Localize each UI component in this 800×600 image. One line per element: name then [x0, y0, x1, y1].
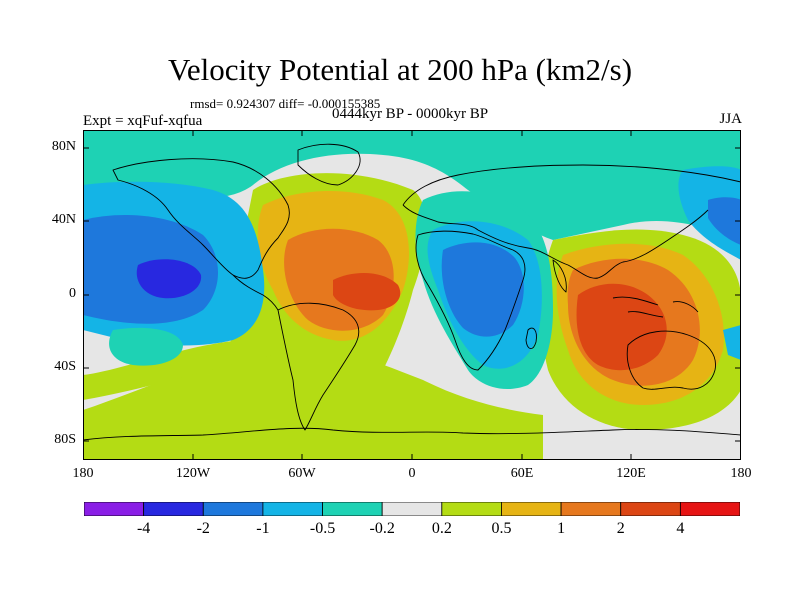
field-neg-core-pacific	[136, 259, 202, 299]
colorbar-swatch	[84, 502, 145, 516]
lat-label: 40S	[54, 359, 76, 374]
lat-label: 80N	[51, 139, 76, 154]
lon-label: 180	[72, 466, 94, 481]
colorbar-label: 0.5	[491, 520, 512, 537]
field-pos-core-atlantic	[333, 273, 401, 311]
chart-title: Velocity Potential at 200 hPa (km2/s)	[167, 52, 633, 87]
colorbar	[84, 502, 740, 516]
coast-australia	[626, 330, 716, 390]
axis-ticks	[83, 130, 741, 460]
lon-label: 120W	[175, 466, 211, 481]
colorbar-label: 0.2	[431, 520, 452, 537]
colorbar-label: -1	[256, 520, 270, 537]
continent-outlines	[83, 143, 741, 441]
field-neg-dark-africa	[441, 242, 524, 337]
lon-label: 60E	[510, 466, 534, 481]
colorbar-swatch	[202, 502, 264, 516]
coast-north-america	[112, 158, 290, 279]
lat-label: 80S	[54, 432, 76, 447]
colorbar-label: -4	[136, 520, 151, 537]
coast-india	[552, 259, 567, 293]
lon-label: 120E	[616, 466, 646, 481]
coast-africa	[415, 230, 526, 371]
colorbar-swatch	[143, 502, 204, 516]
colorbar-label: 4	[676, 520, 685, 537]
field-pos-light-pacific	[83, 340, 273, 400]
coast-central-america	[232, 274, 279, 311]
lon-label: 60W	[288, 466, 316, 481]
experiment-label: Expt = xqFuf-xqfua	[83, 113, 203, 129]
coast-europe-asia	[402, 164, 741, 279]
colorbar-swatch	[620, 502, 681, 516]
field-pos-core-indopacific	[576, 283, 667, 371]
colorbar-swatch	[381, 502, 443, 516]
lon-label: 180	[730, 466, 752, 481]
colorbar-label: 2	[616, 520, 625, 537]
field-neg-dark-northpacific-east	[708, 197, 741, 245]
colorbar-label: -0.2	[369, 520, 395, 537]
colorbar-swatch	[322, 502, 383, 516]
period-label: 0444kyr BP - 0000kyr BP	[331, 106, 489, 122]
velocity-potential-map	[83, 130, 741, 460]
colorbar-swatch	[560, 502, 622, 516]
colorbar-swatch	[441, 502, 502, 516]
coast-south-america	[277, 302, 360, 431]
colorbar-label: 1	[557, 520, 566, 537]
coast-indonesia	[612, 296, 699, 318]
season-label: JJA	[719, 111, 742, 127]
stats-text: rmsd= 0.924307 diff= -0.000155385	[190, 96, 381, 111]
lat-label: 0	[69, 286, 76, 301]
colorbar-swatch	[262, 502, 323, 516]
field-neg-light-north	[83, 130, 741, 240]
colorbar-label: -2	[196, 520, 210, 537]
field-neg-light-sepacific	[109, 327, 183, 366]
field-neg-mid-southpacific-west	[723, 325, 741, 360]
colorbar-label: -0.5	[309, 520, 336, 537]
lon-label: 0	[408, 466, 416, 481]
coast-greenland	[297, 143, 361, 186]
colorbar-swatch	[679, 502, 740, 516]
lat-label: 40N	[51, 212, 76, 227]
coast-antarctica	[83, 427, 741, 441]
coast-madagascar	[525, 327, 537, 349]
colorbar-swatch	[501, 502, 562, 516]
